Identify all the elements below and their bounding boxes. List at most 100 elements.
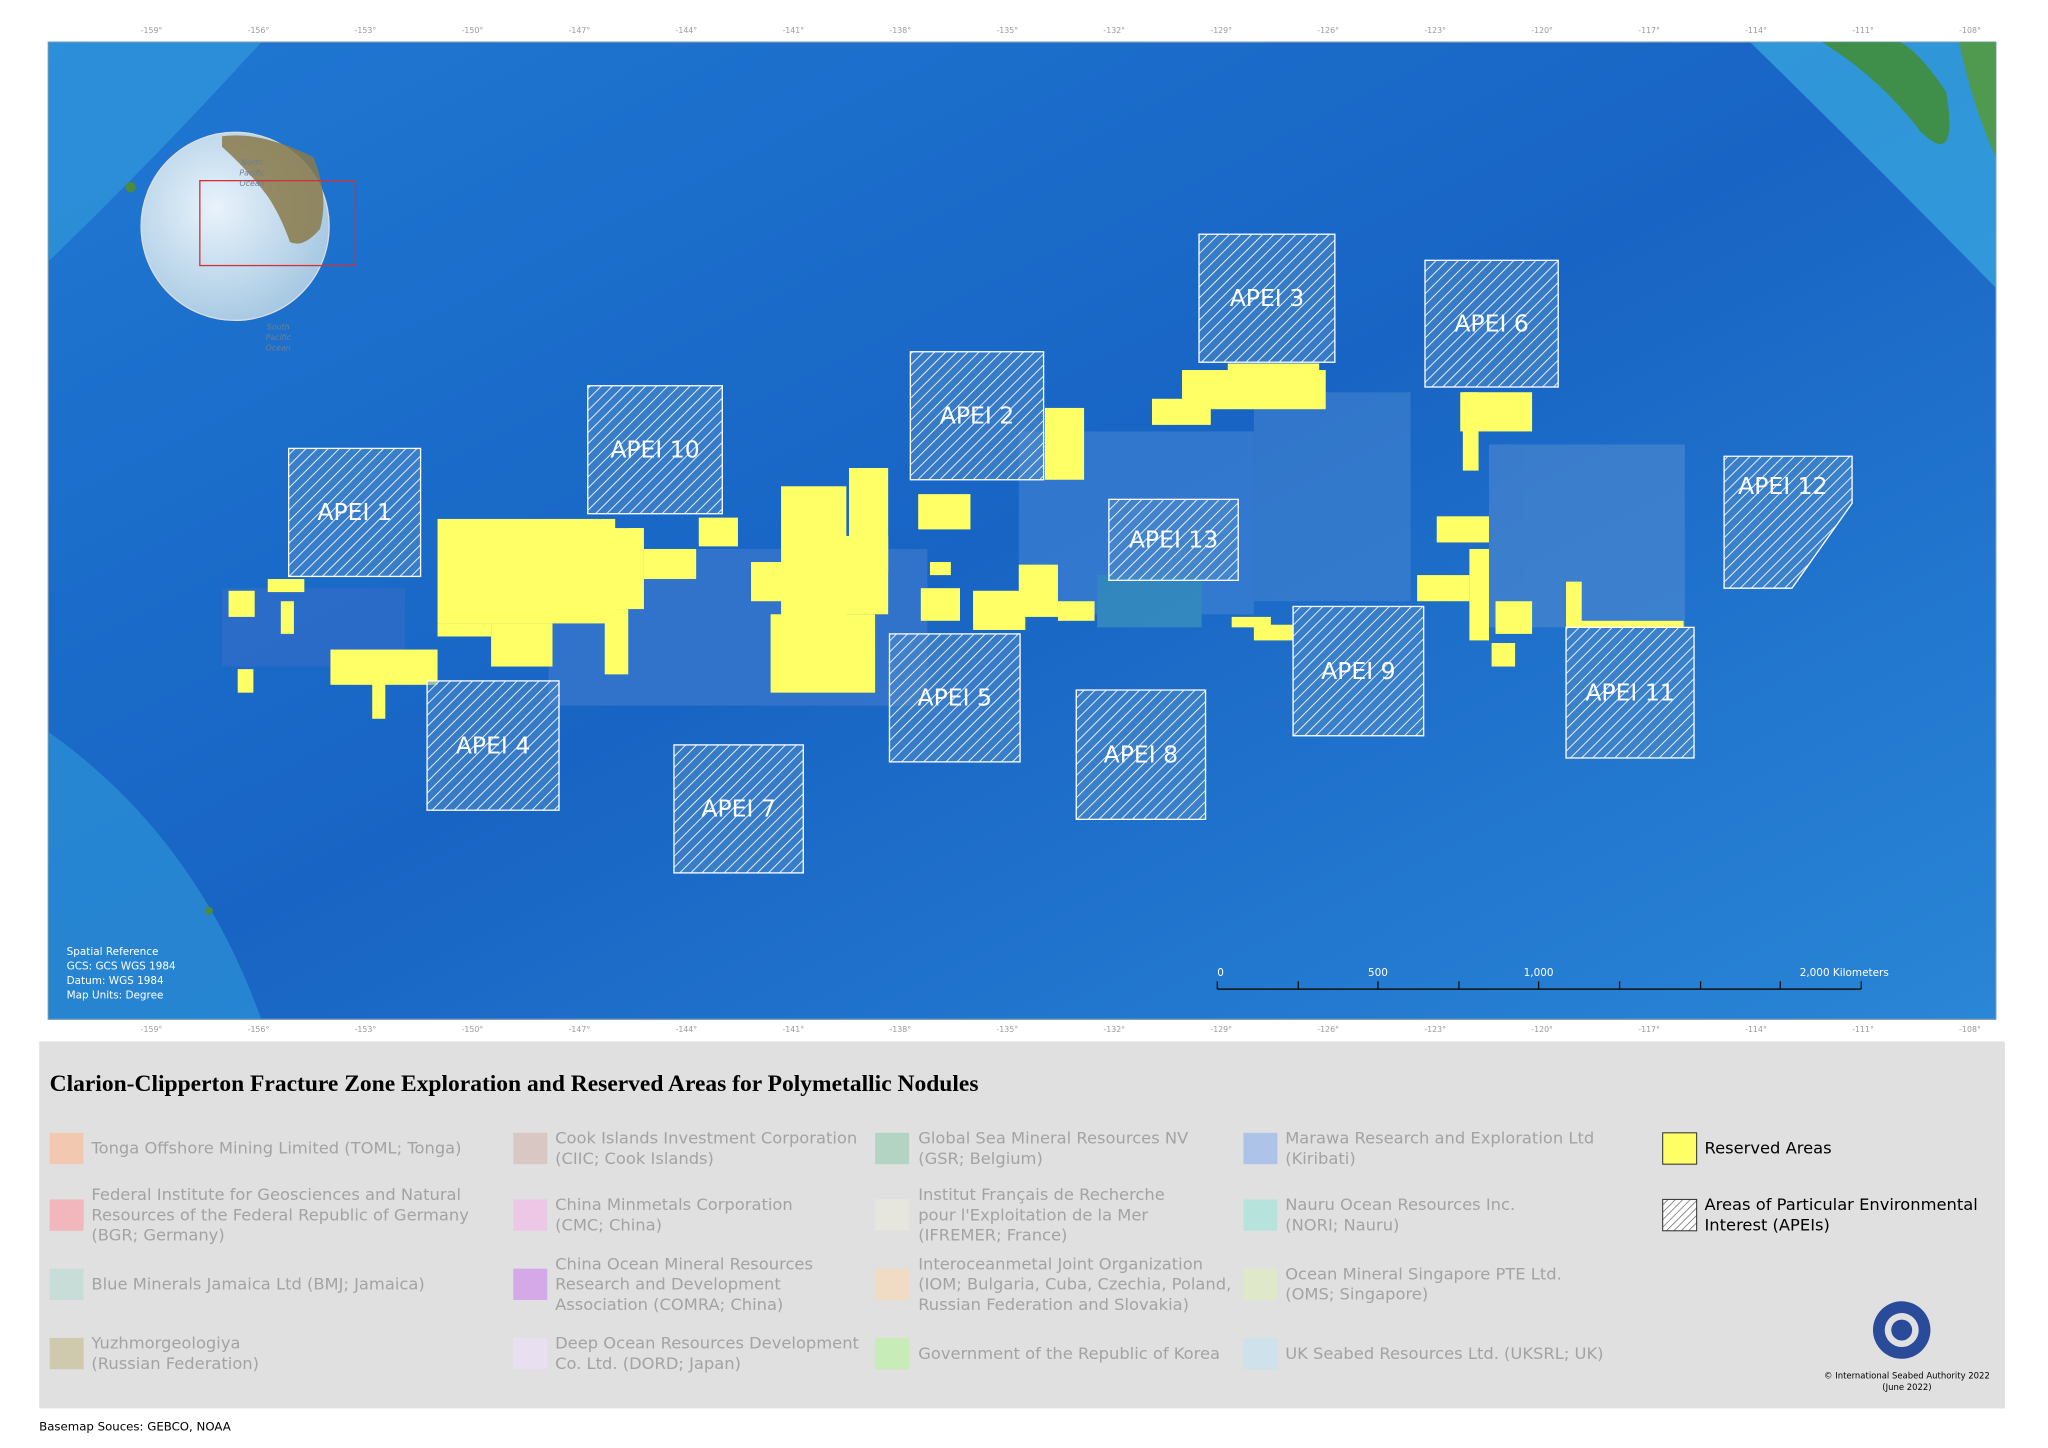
reserved-area: [228, 590, 255, 617]
legend-label-line: (IOM; Bulgaria, Cuba, Czechia, Poland,: [918, 1275, 1231, 1294]
reserved-area: [330, 649, 438, 685]
legend-label-line: Marawa Research and Exploration Ltd: [1285, 1129, 1594, 1148]
legend-swatch: [875, 1199, 910, 1231]
reserved-area: [237, 669, 254, 693]
apei-label: APEI 11: [1585, 678, 1674, 706]
apei-area: [1292, 605, 1425, 737]
longitude-label: -135°: [996, 26, 1018, 35]
reserved-area: [629, 528, 643, 555]
legend-label-line: Federal Institute for Geosciences and Na…: [91, 1185, 461, 1204]
reserved-area: [1436, 516, 1489, 543]
scale-label: 500: [1368, 967, 1388, 979]
longitude-label: -117°: [1638, 26, 1660, 35]
legend-swatch: [1662, 1198, 1698, 1232]
apei-area: [1565, 626, 1695, 759]
legend-swatch: [513, 1132, 548, 1165]
apei-area: [288, 447, 422, 578]
globe-land: [222, 135, 324, 244]
shallow-water: [48, 42, 262, 262]
legend-swatch: [1243, 1337, 1278, 1370]
legend-label-line: Deep Ocean Resources Development: [555, 1334, 859, 1353]
apei-area: [909, 351, 1045, 481]
longitude-label: -114°: [1745, 1025, 1767, 1034]
spatial-reference: Spatial Reference: [67, 946, 159, 958]
longitude-label: -111°: [1852, 26, 1874, 35]
longitude-label: -153°: [355, 1025, 377, 1034]
legend-swatch: [1243, 1132, 1278, 1165]
globe-label-line: Ocean: [266, 343, 291, 352]
legend-label: Global Sea Mineral Resources NV (GSR; Bel…: [918, 1129, 1189, 1168]
legend-label-line: China Ocean Mineral Resources: [555, 1254, 813, 1273]
legend-swatch: [49, 1132, 84, 1165]
legend-label-line: Areas of Particular Environmental: [1704, 1195, 1977, 1214]
legend-swatch: [875, 1337, 910, 1370]
longitude-label: -129°: [1210, 1025, 1232, 1034]
isa-logo: [1872, 1301, 1931, 1359]
reserved-area: [1469, 548, 1489, 641]
legend-label-line: (Russian Federation): [91, 1354, 259, 1373]
legend-label-line: Ocean Mineral Singapore PTE Ltd.: [1285, 1264, 1562, 1283]
legend-label-line: Interest (APEIs): [1704, 1215, 1829, 1234]
legend-label: Interoceanmetal Joint Organization (IOM; …: [918, 1254, 1231, 1313]
legend-label: Government of the Republic of Korea: [918, 1344, 1220, 1363]
apei-area: [1723, 455, 1853, 589]
reserved-area: [1152, 398, 1211, 425]
reserved-area: [372, 679, 386, 719]
copyright: © International Seabed Authority 2022: [1824, 1370, 1990, 1380]
longitude-label: -144°: [676, 26, 698, 35]
legend-label-line: China Minmetals Corporation: [555, 1195, 793, 1214]
apei-label: APEI 4: [456, 731, 530, 759]
apei-area: [1198, 233, 1336, 363]
apei-label: APEI 2: [940, 402, 1014, 430]
globe-label-line: South: [267, 323, 290, 332]
longitude-label: -114°: [1745, 26, 1767, 35]
legend-label-line: Blue Minerals Jamaica Ltd (BMJ; Jamaica): [91, 1275, 424, 1294]
legend-label-line: Yuzhmorgeologiya: [90, 1334, 240, 1353]
longitude-label: -159°: [141, 26, 163, 35]
longitude-label: -132°: [1103, 1025, 1125, 1034]
longitude-label: -108°: [1959, 1025, 1981, 1034]
basemap-sources: Basemap Souces: GEBCO, NOAA: [39, 1420, 231, 1434]
legend-label: Areas of Particular Environmental Interes…: [1704, 1195, 1977, 1234]
reserved-area: [1566, 581, 1582, 628]
apei-area: [1108, 498, 1239, 581]
legend-label-line: Resources of the Federal Republic of Ger…: [91, 1205, 469, 1224]
longitude-label: -108°: [1959, 26, 1981, 35]
legend-label-line: (OMS; Singapore): [1285, 1285, 1428, 1304]
legend-label: Institut Français de Recherche pour l'Exp…: [918, 1185, 1165, 1244]
reserved-area: [770, 614, 876, 693]
apei-label: APEI 12: [1738, 472, 1827, 500]
legend-swatch: [513, 1199, 548, 1231]
apei-areas: APEI 1 APEI 2 APEI 3 APEI 4 APEI 5 APEI 6 APEI…: [288, 233, 1853, 874]
reserved-area: [698, 517, 738, 547]
longitude-label: -156°: [248, 26, 270, 35]
legend-label: Tonga Offshore Mining Limited (TOML; Ton…: [90, 1139, 461, 1158]
reserved-area: [1462, 392, 1479, 471]
longitude-label: -153°: [355, 26, 377, 35]
legend-swatch: [513, 1268, 548, 1300]
legend-label-line: Tonga Offshore Mining Limited (TOML; Ton…: [90, 1139, 461, 1158]
longitude-label: -123°: [1424, 1025, 1446, 1034]
reserved-area: [1044, 407, 1085, 480]
legend-label: Yuzhmorgeologiya (Russian Federation): [90, 1334, 259, 1373]
reserved-area: [437, 518, 616, 624]
longitude-label: -141°: [782, 1025, 804, 1034]
reserved-area: [809, 535, 889, 615]
longitude-label: -141°: [782, 26, 804, 35]
scale-label: 1,000: [1524, 967, 1554, 979]
legend-label-line: Interoceanmetal Joint Organization: [918, 1254, 1203, 1273]
longitude-label: -117°: [1638, 1025, 1660, 1034]
legend-swatch: [1243, 1268, 1278, 1300]
legend-label-line: (BGR; Germany): [91, 1226, 224, 1245]
legend-swatch: [49, 1268, 84, 1300]
reserved-area: [1057, 601, 1095, 621]
globe-label-line: North: [241, 158, 263, 167]
longitude-label: -120°: [1531, 26, 1553, 35]
contract-area: [1488, 444, 1685, 628]
longitude-label: -144°: [676, 1025, 698, 1034]
reserved-area: [1495, 601, 1533, 634]
legend-swatch: [49, 1199, 84, 1231]
reserved-area: [1566, 620, 1684, 628]
longitude-label: -138°: [889, 1025, 911, 1034]
